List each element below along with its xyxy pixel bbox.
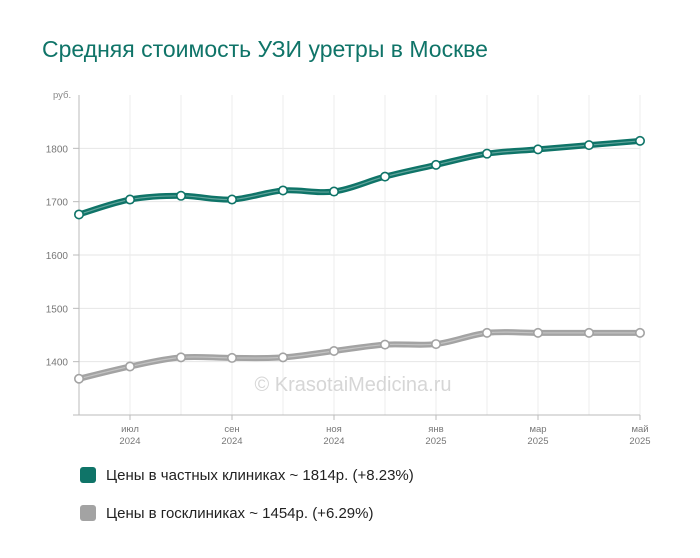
series-point [176,352,187,363]
y-tick-label: 1600 [46,251,69,262]
series-point [125,194,136,205]
series-point [379,171,390,182]
series-line-highlight-1 [78,331,640,380]
y-tick-label: 1800 [46,144,69,155]
y-tick-label: 1700 [46,198,69,209]
x-tick-label-year: 2025 [527,436,548,447]
series-point [430,159,441,170]
legend-swatch-public [80,505,96,521]
x-tick-label-month: янв [428,424,443,435]
series-point [481,327,492,338]
axes [73,95,641,420]
series-point [227,194,238,205]
series-point [532,144,543,155]
series-point [277,352,288,363]
series-point [74,209,85,220]
series-point [634,327,645,338]
series-point [74,373,85,384]
legend: Цены в частных клиниках ~ 1814р. (+8.23%… [80,463,414,539]
series-point [583,327,594,338]
x-tick-label-year: 2024 [221,436,242,447]
y-tick-labels: 1400 1500 1600 1700 1800 [46,144,69,368]
chart-title: Средняя стоимость УЗИ уретры в Москве [42,36,488,62]
series-point [583,140,594,151]
x-tick-label-month: ноя [326,424,342,435]
series-point [634,135,645,146]
series-lines [74,135,645,384]
x-tick-labels: июл2024сен2024ноя2024янв2025мар2025май20… [119,424,650,447]
legend-swatch-private [80,467,96,483]
legend-label-public: Цены в госклиниках ~ 1454р. (+6.29%) [106,504,374,522]
watermark-text: © KrasotaiMedicina.ru [254,374,451,396]
series-line-0 [76,137,643,218]
series-line-highlight-0 [78,140,641,216]
legend-item-public: Цены в госклиниках ~ 1454р. (+6.29%) [80,501,414,525]
series-line-1 [76,329,643,382]
legend-item-private: Цены в частных клиниках ~ 1814р. (+8.23%… [80,463,414,487]
series-point [277,185,288,196]
series-point [125,361,136,372]
series-point [176,190,187,201]
series-point [328,186,339,197]
series-point [227,352,238,363]
series-point [532,327,543,338]
series-point [328,345,339,356]
y-tick-label: 1400 [46,358,69,369]
x-tick-label-year: 2025 [629,436,650,447]
x-tick-label-year: 2024 [119,436,140,447]
y-axis-unit-label: руб. [53,90,71,101]
x-tick-label-year: 2024 [323,436,344,447]
series-point [430,339,441,350]
series-point [379,339,390,350]
x-tick-label-month: мар [529,424,546,435]
y-tick-label: 1500 [46,304,69,315]
x-tick-label-month: июл [121,424,139,435]
x-tick-label-month: сен [224,424,239,435]
grid [78,95,641,415]
x-tick-label-month: май [631,424,648,435]
x-tick-label-year: 2025 [425,436,446,447]
series-point [481,148,492,159]
legend-label-private: Цены в частных клиниках ~ 1814р. (+8.23%… [106,466,414,484]
